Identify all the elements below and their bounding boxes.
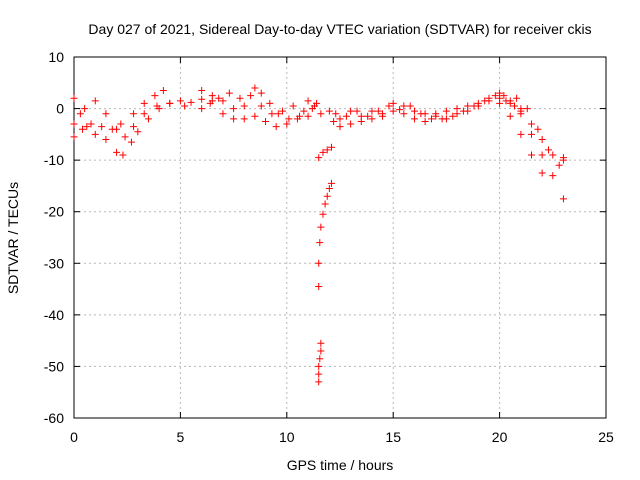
y-tick-label: -40 bbox=[44, 307, 64, 323]
y-tick-label: -60 bbox=[44, 410, 64, 426]
y-tick-labels: -60 -50 -40 -30 -20 -10 0 10 bbox=[44, 49, 64, 426]
x-axis-label: GPS time / hours bbox=[287, 457, 394, 473]
x-tick-label: 15 bbox=[385, 429, 401, 445]
x-tick-label: 20 bbox=[492, 429, 508, 445]
y-axis-label: SDTVAR / TECUs bbox=[5, 182, 21, 294]
data-point bbox=[219, 84, 316, 123]
plot-frame bbox=[73, 56, 607, 419]
data-point bbox=[332, 92, 518, 123]
data-point bbox=[315, 143, 335, 162]
grid-lines bbox=[74, 57, 606, 418]
data-point bbox=[513, 94, 567, 169]
data-point bbox=[496, 99, 546, 177]
axis-ticks bbox=[73, 56, 607, 419]
x-tick-label: 5 bbox=[177, 429, 185, 445]
data-point bbox=[517, 110, 567, 203]
data-points bbox=[70, 84, 567, 386]
y-tick-label: -30 bbox=[44, 255, 64, 271]
data-point bbox=[304, 97, 325, 118]
x-tick-label: 25 bbox=[598, 429, 614, 445]
data-point bbox=[198, 87, 312, 131]
data-point bbox=[70, 97, 214, 141]
data-point bbox=[70, 94, 216, 159]
data-point bbox=[70, 87, 167, 141]
chart-title: Day 027 of 2021, Sidereal Day-to-day VTE… bbox=[88, 21, 591, 37]
data-point bbox=[315, 339, 325, 386]
y-tick-label: -10 bbox=[44, 152, 64, 168]
data-point bbox=[215, 89, 321, 118]
data-point bbox=[336, 89, 508, 123]
data-point bbox=[315, 179, 335, 290]
y-tick-label: -20 bbox=[44, 204, 64, 220]
x-tick-labels: 0 5 10 15 20 25 bbox=[70, 429, 614, 445]
y-tick-label: 0 bbox=[56, 101, 64, 117]
y-tick-label: -50 bbox=[44, 358, 64, 374]
x-tick-label: 10 bbox=[279, 429, 295, 445]
y-tick-label: 10 bbox=[48, 49, 64, 65]
x-tick-label: 0 bbox=[70, 429, 78, 445]
